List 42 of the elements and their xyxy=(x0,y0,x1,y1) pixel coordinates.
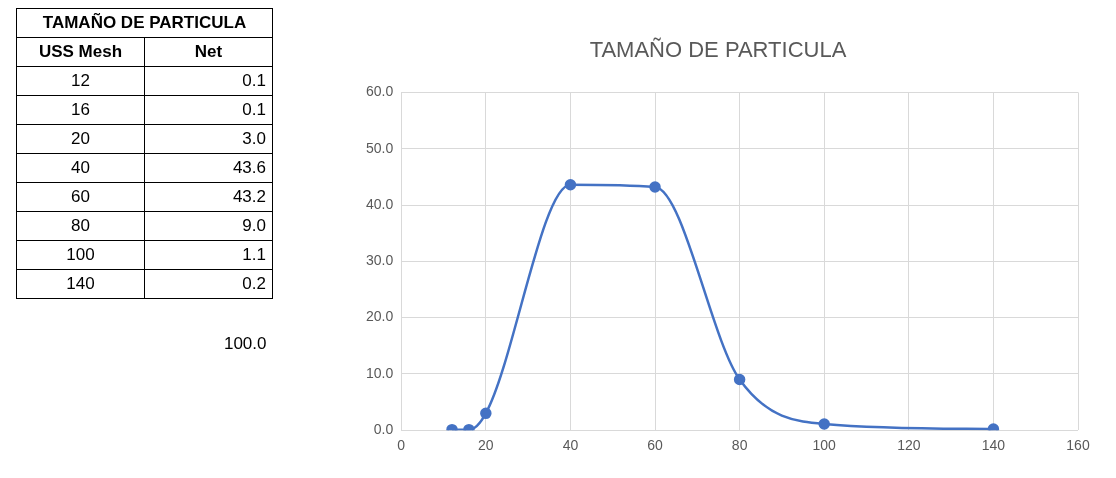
text: 40 xyxy=(16,153,145,183)
x-tick-label: 120 xyxy=(897,437,921,454)
point xyxy=(818,418,830,430)
chart-title: TAMAÑO DE PARTICULA xyxy=(589,37,847,63)
text: 0.1 xyxy=(242,71,266,90)
text: 140 xyxy=(16,269,145,299)
x-tick-label: 160 xyxy=(1066,437,1090,454)
y-tick-label: 10.0 xyxy=(366,364,394,381)
point xyxy=(564,178,577,191)
text: 43.6 xyxy=(232,158,266,177)
text: 80 xyxy=(16,211,145,241)
point xyxy=(733,373,746,386)
text: 9.0 xyxy=(242,216,266,235)
text: 16 xyxy=(16,95,145,125)
text: 12 xyxy=(16,66,145,96)
x-tick-label: 20 xyxy=(478,437,494,454)
y-tick-label: 20.0 xyxy=(366,308,394,325)
text: 60 xyxy=(16,182,145,212)
text: 100 xyxy=(16,240,145,270)
y-tick-label: 0.0 xyxy=(373,421,394,438)
x-tick-label: 60 xyxy=(647,437,664,454)
y-tick-label: 30.0 xyxy=(366,252,394,269)
y-tick-label: 50.0 xyxy=(366,139,394,156)
point xyxy=(480,407,492,420)
text: 1.1 xyxy=(242,245,266,264)
text: USS Mesh xyxy=(16,37,145,67)
y-tick-label: 60.0 xyxy=(366,83,394,100)
text: Net xyxy=(144,37,273,67)
y-tick-label: 40.0 xyxy=(366,195,394,212)
point xyxy=(649,181,661,193)
text: 0.2 xyxy=(242,274,266,293)
text: 20 xyxy=(16,124,145,154)
text: 0.1 xyxy=(242,100,266,119)
text: 43.2 xyxy=(232,187,266,206)
text: 100.0 xyxy=(222,333,268,355)
x-tick-label: 40 xyxy=(562,437,579,454)
text: 3.0 xyxy=(242,129,266,148)
text: TAMAÑO DE PARTICULA xyxy=(16,8,273,38)
x-tick-label: 80 xyxy=(731,437,748,454)
x-tick-label: 100 xyxy=(812,437,837,454)
x-tick-label: 140 xyxy=(981,437,1006,454)
x-tick-label: 0 xyxy=(397,437,406,454)
